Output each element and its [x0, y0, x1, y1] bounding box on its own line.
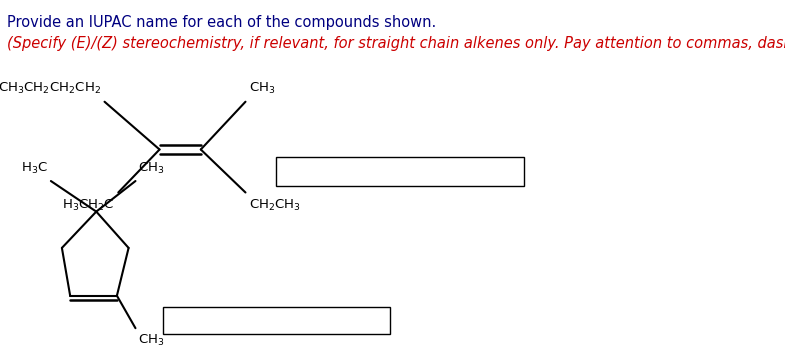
Text: (Specify (E)/(Z) stereochemistry, if relevant, for straight chain alkenes only. : (Specify (E)/(Z) stereochemistry, if rel… [7, 36, 785, 51]
Text: CH$_3$: CH$_3$ [138, 161, 165, 176]
Text: H$_3$CH$_2$C: H$_3$CH$_2$C [62, 198, 115, 214]
Bar [163, 307, 390, 334]
Text: Provide an IUPAC name for each of the compounds shown.: Provide an IUPAC name for each of the co… [7, 15, 436, 30]
Text: CH$_3$: CH$_3$ [249, 81, 276, 96]
Bar [276, 157, 524, 186]
Text: CH$_2$CH$_3$: CH$_2$CH$_3$ [249, 198, 301, 214]
Text: CH$_3$: CH$_3$ [138, 333, 165, 348]
Text: H$_3$C: H$_3$C [21, 161, 48, 176]
Text: CH$_3$CH$_2$CH$_2$CH$_2$: CH$_3$CH$_2$CH$_2$CH$_2$ [0, 81, 101, 96]
